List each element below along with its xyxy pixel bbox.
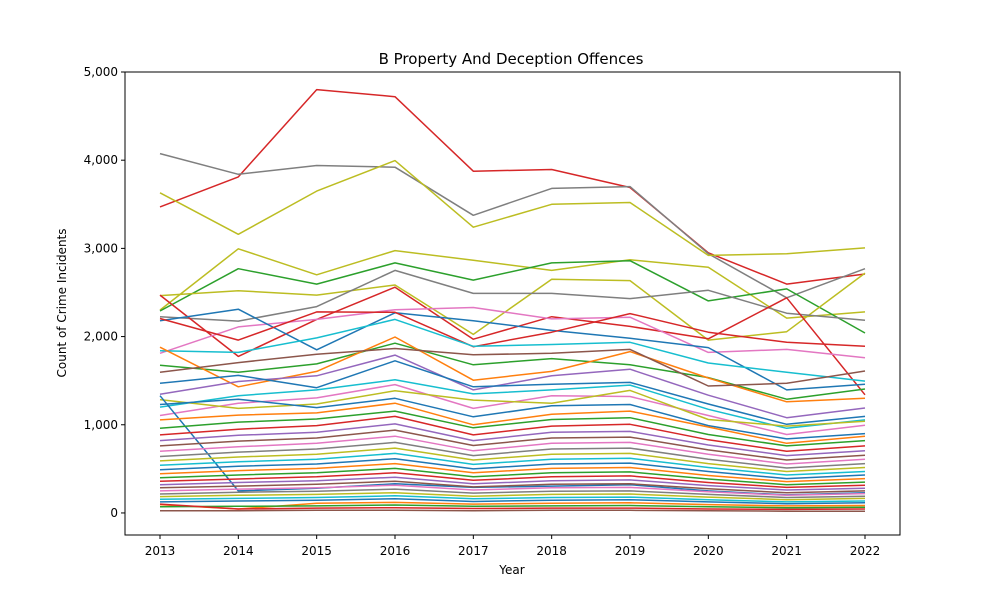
series-line-42 (159, 498, 866, 505)
y-tick-label: 4,000 (84, 153, 118, 167)
y-tick-label: 5,000 (84, 65, 118, 79)
series-line-25 (159, 415, 866, 452)
series-line-44 (159, 504, 866, 509)
series-line-20 (159, 389, 866, 427)
y-tick-label: 2,000 (84, 330, 118, 344)
series-line-35 (159, 472, 866, 489)
series-line-29 (159, 441, 866, 469)
series-line-30 (159, 447, 866, 473)
series-line-23 (159, 402, 866, 445)
series-line-34 (159, 467, 866, 486)
series-line-36 (159, 476, 866, 491)
series-line-1 (159, 88, 866, 285)
series-line-22 (159, 397, 866, 440)
y-axis: 0 1,000 2,000 3,000 4,000 5,000 (84, 65, 125, 520)
x-tick-label: 2013 (145, 544, 176, 558)
series-line-15 (159, 347, 866, 387)
x-tick-label: 2017 (458, 544, 489, 558)
series-lines (159, 88, 866, 512)
series-line-32 (159, 457, 866, 480)
series-line-18 (159, 379, 866, 430)
series-line-5 (159, 259, 866, 334)
y-tick-label: 1,000 (84, 418, 118, 432)
series-line-46 (160, 509, 865, 512)
series-line-24 (159, 410, 866, 447)
series-line-9 (159, 306, 866, 359)
series-line-38 (159, 484, 866, 497)
series-line-45 (159, 503, 866, 511)
series-line-13 (159, 342, 866, 400)
series-line-40 (159, 491, 866, 501)
y-tick-label: 3,000 (84, 241, 118, 255)
x-tick-label: 2015 (301, 544, 332, 558)
y-axis-label: Count of Crime Incidents (55, 228, 69, 377)
x-axis: 2013 2014 2015 2016 2017 2018 2019 2020 2021 2022 (145, 535, 881, 558)
x-tick-label: 2018 (536, 544, 567, 558)
series-line-41 (159, 495, 866, 503)
series-line-31 (159, 452, 866, 476)
series-line-7 (159, 269, 866, 322)
x-tick-label: 2019 (615, 544, 646, 558)
series-line-28 (159, 435, 866, 465)
x-tick-label: 2016 (380, 544, 411, 558)
series-line-12 (159, 318, 866, 382)
series-line-16 (159, 354, 866, 419)
series-line-2 (159, 152, 866, 299)
x-tick-label: 2021 (771, 544, 802, 558)
plot-frame (124, 71, 901, 536)
chart-title: B Property And Deception Offences (379, 50, 644, 68)
series-line-37 (159, 480, 866, 494)
x-tick-label: 2020 (693, 544, 724, 558)
series-line-27 (159, 429, 866, 461)
series-line-33 (159, 462, 866, 483)
series-line-10 (159, 308, 866, 391)
x-tick-label: 2014 (223, 544, 254, 558)
series-line-11 (159, 311, 866, 348)
x-tick-label: 2022 (850, 544, 881, 558)
series-line-39 (159, 488, 866, 499)
y-tick-label: 0 (110, 506, 118, 520)
series-line-3 (159, 159, 866, 257)
x-axis-label: Year (498, 563, 524, 577)
series-line-26 (159, 423, 866, 457)
series-line-4 (159, 248, 866, 319)
series-line-6 (159, 272, 866, 341)
series-line-8 (159, 286, 866, 396)
series-line-17 (159, 360, 866, 426)
